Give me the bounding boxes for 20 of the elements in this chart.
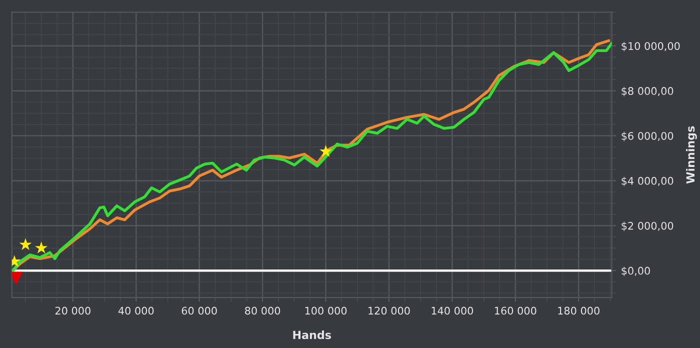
- y-tick-label: $10 000,00: [622, 42, 680, 52]
- point: [319, 144, 332, 157]
- x-tick-label: 140 000: [432, 306, 474, 315]
- point: [19, 238, 32, 250]
- y-axis-title: Winnings: [686, 126, 697, 184]
- x-tick-label: 60 000: [182, 306, 217, 315]
- x-tick-label: 80 000: [245, 306, 280, 315]
- y-tick-label: $6 000,00: [622, 132, 674, 142]
- y-tick-label: $0,00: [622, 266, 650, 276]
- x-tick-label: 40 000: [118, 306, 154, 315]
- x-tick-label: 100 000: [305, 306, 347, 315]
- point: [35, 242, 48, 254]
- x-tick-label: 180 000: [558, 306, 600, 315]
- x-axis-title: Hands: [293, 330, 331, 340]
- y-tick-label: $2 000,00: [622, 222, 674, 232]
- y-tick-label: $8 000,00: [622, 86, 674, 96]
- x-tick-label: 20 000: [55, 306, 90, 315]
- x-tick-label: 160 000: [495, 306, 536, 315]
- x-tick-label: 120 000: [368, 306, 410, 315]
- y-tick-label: $4 000,00: [622, 176, 674, 186]
